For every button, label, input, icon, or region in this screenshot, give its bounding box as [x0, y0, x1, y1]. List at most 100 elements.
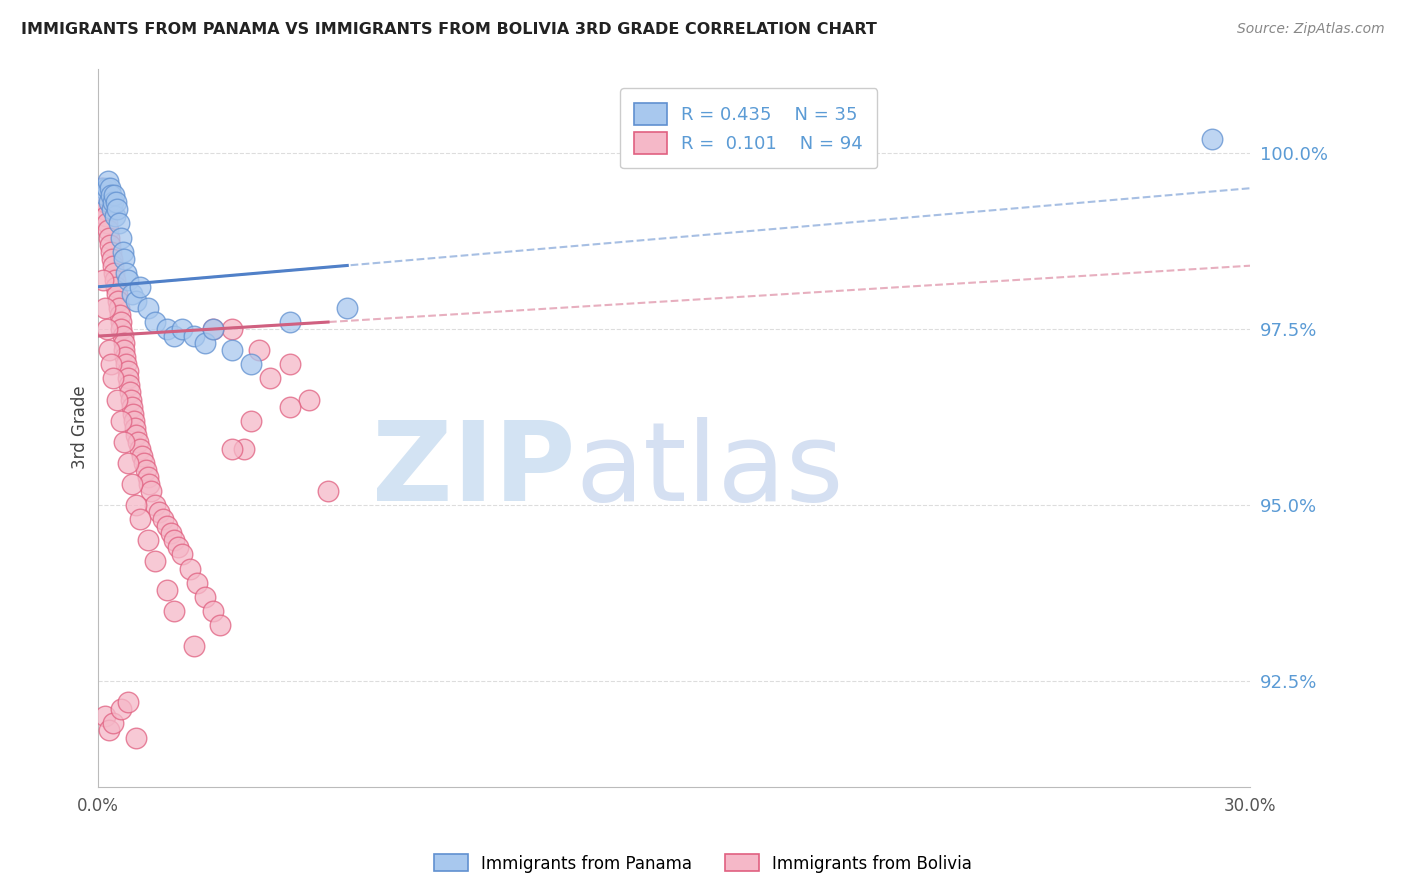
- Point: [94, 301, 117, 315]
- Point: [110, 230, 132, 244]
- Point: [98, 237, 121, 252]
- Point: [122, 414, 145, 428]
- Point: [194, 590, 217, 604]
- Point: [103, 188, 125, 202]
- Point: [136, 301, 159, 315]
- Point: [100, 244, 122, 259]
- Point: [247, 343, 270, 358]
- Point: [98, 195, 121, 210]
- Point: [118, 378, 141, 392]
- Text: atlas: atlas: [576, 417, 845, 524]
- Point: [98, 723, 121, 738]
- Point: [117, 364, 139, 378]
- Point: [120, 392, 142, 407]
- Point: [114, 252, 136, 266]
- Point: [240, 414, 263, 428]
- Point: [121, 477, 143, 491]
- Y-axis label: 3rd Grade: 3rd Grade: [72, 386, 89, 469]
- Point: [120, 385, 142, 400]
- Point: [107, 301, 129, 315]
- Point: [98, 230, 121, 244]
- Point: [94, 210, 117, 224]
- Point: [114, 351, 136, 365]
- Point: [336, 301, 359, 315]
- Legend: R = 0.435    N = 35, R =  0.101    N = 94: R = 0.435 N = 35, R = 0.101 N = 94: [620, 88, 877, 169]
- Point: [163, 329, 186, 343]
- Point: [110, 414, 132, 428]
- Point: [105, 202, 128, 217]
- Point: [163, 604, 186, 618]
- Point: [163, 533, 186, 548]
- Point: [101, 371, 124, 385]
- Point: [115, 357, 138, 371]
- Point: [183, 639, 205, 653]
- Point: [143, 315, 166, 329]
- Point: [121, 400, 143, 414]
- Text: IMMIGRANTS FROM PANAMA VS IMMIGRANTS FROM BOLIVIA 3RD GRADE CORRELATION CHART: IMMIGRANTS FROM PANAMA VS IMMIGRANTS FRO…: [21, 22, 877, 37]
- Point: [152, 512, 174, 526]
- Point: [94, 188, 117, 202]
- Point: [98, 343, 121, 358]
- Point: [201, 322, 224, 336]
- Point: [221, 343, 243, 358]
- Point: [316, 484, 339, 499]
- Point: [105, 195, 128, 210]
- Point: [221, 322, 243, 336]
- Point: [143, 498, 166, 512]
- Point: [156, 582, 179, 597]
- Point: [156, 519, 179, 533]
- Point: [112, 336, 135, 351]
- Point: [156, 322, 179, 336]
- Point: [125, 731, 148, 745]
- Point: [172, 548, 194, 562]
- Point: [111, 244, 134, 259]
- Point: [259, 371, 281, 385]
- Point: [101, 252, 124, 266]
- Point: [128, 280, 150, 294]
- Point: [101, 202, 124, 217]
- Point: [101, 259, 124, 273]
- Point: [125, 498, 148, 512]
- Point: [148, 505, 170, 519]
- Point: [114, 434, 136, 449]
- Point: [232, 442, 254, 456]
- Point: [128, 512, 150, 526]
- Point: [124, 420, 146, 434]
- Point: [104, 210, 127, 224]
- Point: [91, 188, 114, 202]
- Point: [298, 392, 321, 407]
- Point: [96, 181, 118, 195]
- Point: [138, 477, 160, 491]
- Point: [117, 456, 139, 470]
- Point: [125, 293, 148, 308]
- Point: [97, 174, 120, 188]
- Point: [110, 315, 132, 329]
- Point: [135, 463, 157, 477]
- Point: [209, 618, 232, 632]
- Point: [96, 322, 118, 336]
- Point: [100, 188, 122, 202]
- Point: [94, 709, 117, 723]
- Point: [179, 561, 201, 575]
- Point: [101, 716, 124, 731]
- Point: [90, 188, 112, 202]
- Point: [117, 695, 139, 709]
- Point: [91, 195, 114, 210]
- Point: [167, 541, 190, 555]
- Point: [107, 293, 129, 308]
- Point: [107, 217, 129, 231]
- Point: [110, 702, 132, 716]
- Point: [183, 329, 205, 343]
- Point: [94, 195, 117, 210]
- Point: [136, 533, 159, 548]
- Point: [105, 286, 128, 301]
- Point: [101, 195, 124, 210]
- Point: [104, 273, 127, 287]
- Point: [114, 343, 136, 358]
- Point: [127, 434, 149, 449]
- Point: [115, 266, 138, 280]
- Point: [111, 329, 134, 343]
- Point: [117, 371, 139, 385]
- Point: [128, 442, 150, 456]
- Text: ZIP: ZIP: [373, 417, 576, 524]
